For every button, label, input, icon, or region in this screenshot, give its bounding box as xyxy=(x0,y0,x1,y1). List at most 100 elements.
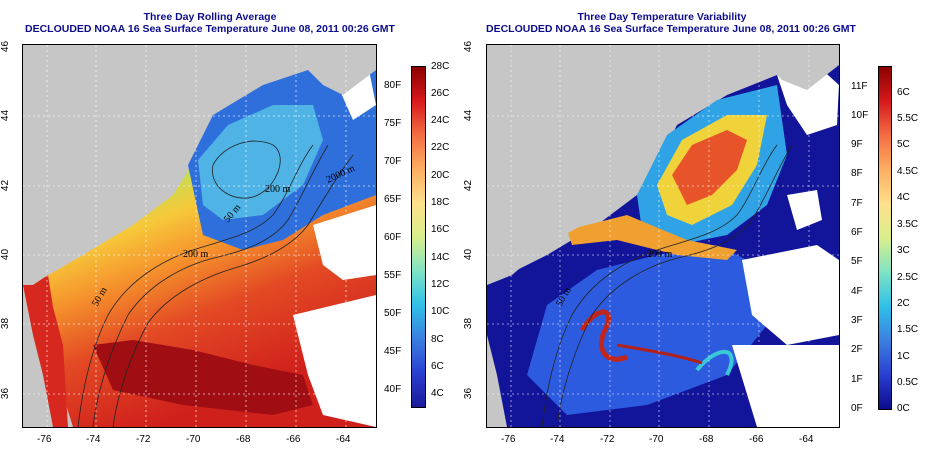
contour-label: 200 m xyxy=(647,249,673,260)
contour-basin xyxy=(212,140,281,199)
colorbar-label: 11F xyxy=(851,81,868,92)
x-tick: -64 xyxy=(799,434,814,445)
colorbar-label: 2.5C xyxy=(897,272,919,283)
contour-2000m xyxy=(112,154,354,427)
colorbar-label: 4C xyxy=(897,192,910,203)
colorbar-label: 3.5C xyxy=(897,219,919,230)
y-tick: 44 xyxy=(0,109,12,122)
y-tick: 44 xyxy=(463,109,475,122)
colorbar-label: 18C xyxy=(431,197,450,208)
colorbar-label: 6F xyxy=(851,227,863,238)
colorbar-label: 50F xyxy=(384,308,402,319)
land-northeast xyxy=(293,45,376,95)
variability-band xyxy=(567,215,737,260)
colorbar-label: 8C xyxy=(431,334,444,345)
right-map-title: Three Day Temperature Variability DECLOU… xyxy=(486,11,856,35)
colorbar-label: 10C xyxy=(431,306,450,317)
colorbar-label: 0.5C xyxy=(897,377,919,388)
x-tick: -72 xyxy=(136,434,151,445)
cloud-patch xyxy=(313,205,376,280)
colorbar-label: 65F xyxy=(384,194,402,205)
colorbar-label: 4F xyxy=(851,286,863,297)
contour-50m xyxy=(541,144,778,427)
colorbar-label: 2C xyxy=(897,298,910,309)
colorbar-label: 0F xyxy=(851,403,863,414)
colorbar-label: 24C xyxy=(431,115,450,126)
right-colorbar xyxy=(878,66,892,410)
bathymetry-contours xyxy=(541,144,793,427)
contour-200m xyxy=(556,144,793,427)
y-tick: 46 xyxy=(463,40,475,53)
colorbar-label: 1C xyxy=(897,351,910,362)
x-tick: -68 xyxy=(236,434,251,445)
colorbar-label: 8F xyxy=(851,168,863,179)
contour-50m xyxy=(77,144,314,427)
cloud-patch xyxy=(293,295,376,427)
right-variability-map: 200 m 50 m xyxy=(487,45,839,427)
x-tick: -76 xyxy=(37,434,52,445)
warm-core xyxy=(93,340,313,415)
contour-label: 200 m xyxy=(183,249,209,260)
contour-label: 200 m xyxy=(265,184,291,195)
colorbar-label: 70F xyxy=(384,156,402,167)
colorbar-label: 0C xyxy=(897,403,910,414)
graticule xyxy=(487,45,839,427)
cloud-patch xyxy=(742,245,839,345)
gulf-of-maine-inner xyxy=(198,105,323,220)
colorbar-label: 22C xyxy=(431,142,450,153)
right-map-title-line2: DECLOUDED NOAA 16 Sea Surface Temperatur… xyxy=(486,23,856,35)
x-tick: -74 xyxy=(550,434,565,445)
coastal-warm-strip xyxy=(23,275,68,427)
colorbar-label: 45F xyxy=(384,346,402,357)
left-map-title-line1: Three Day Rolling Average xyxy=(143,11,277,23)
colorbar-label: 2F xyxy=(851,344,863,355)
colorbar-label: 5F xyxy=(851,256,863,267)
left-map-panel: 50 m 200 m 50 m 200 m 2000 m xyxy=(22,44,377,428)
y-tick: 36 xyxy=(0,387,12,400)
x-tick: -66 xyxy=(749,434,764,445)
variability-very-high xyxy=(672,130,747,205)
colorbar-label: 14C xyxy=(431,252,450,263)
cloud-patch xyxy=(787,190,822,230)
land-mainland xyxy=(487,45,777,285)
x-tick: -66 xyxy=(286,434,301,445)
y-tick: 42 xyxy=(463,179,475,192)
colorbar-label: 3F xyxy=(851,315,863,326)
colorbar-label: 16C xyxy=(431,224,450,235)
x-tick: -64 xyxy=(336,434,351,445)
colorbar-label: 7F xyxy=(851,198,863,209)
colorbar-label: 60F xyxy=(384,232,402,243)
left-colorbar xyxy=(411,66,426,408)
contour-200m xyxy=(92,144,329,427)
colorbar-label: 12C xyxy=(431,279,450,290)
colorbar-label: 4C xyxy=(431,388,444,399)
colorbar-label: 75F xyxy=(384,118,402,129)
land-mainland xyxy=(23,45,313,285)
y-tick: 46 xyxy=(0,40,12,53)
eddy-ring xyxy=(695,349,734,376)
x-tick: -72 xyxy=(600,434,615,445)
y-tick: 40 xyxy=(463,248,475,261)
y-tick: 36 xyxy=(463,387,475,400)
land-northeast xyxy=(757,45,839,90)
y-tick: 38 xyxy=(463,317,475,330)
colorbar-label: 5.5C xyxy=(897,113,919,124)
x-tick: -70 xyxy=(649,434,664,445)
x-tick: -76 xyxy=(501,434,516,445)
colorbar-label: 1.5C xyxy=(897,324,919,335)
eddy-ring xyxy=(579,309,628,362)
x-tick: -68 xyxy=(699,434,714,445)
x-tick: -74 xyxy=(86,434,101,445)
left-map-title: Three Day Rolling Average DECLOUDED NOAA… xyxy=(22,11,398,35)
eddy-ring xyxy=(616,343,703,365)
colorbar-label: 20C xyxy=(431,170,450,181)
colorbar-label: 10F xyxy=(851,110,869,121)
variability-moderate xyxy=(527,245,767,415)
colorbar-label: 1F xyxy=(851,374,863,385)
graticule xyxy=(23,45,376,427)
colorbar-label: 5C xyxy=(897,139,910,150)
x-tick: -70 xyxy=(186,434,201,445)
y-tick: 38 xyxy=(0,317,12,330)
colorbar-label: 80F xyxy=(384,80,402,91)
y-tick: 42 xyxy=(0,179,12,192)
